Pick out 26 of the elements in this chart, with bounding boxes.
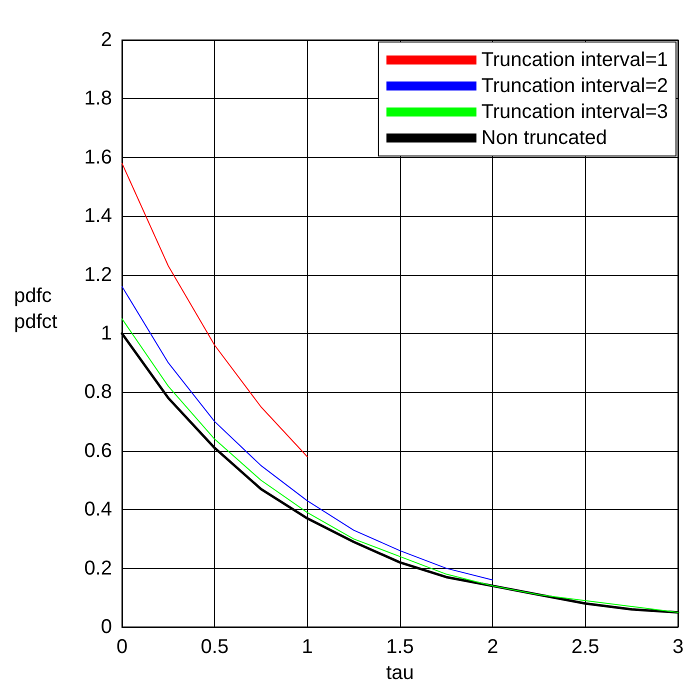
x-tick-label: 1.5 <box>386 636 414 658</box>
legend-label: Truncation interval=1 <box>481 49 668 71</box>
y-tick-label: 1.2 <box>84 264 112 286</box>
x-axis-title: tau <box>386 662 414 684</box>
line-series <box>122 286 494 581</box>
y-axis-title: pdfc pdfct <box>14 285 58 333</box>
y-tick-label: 1.6 <box>84 146 112 168</box>
x-tick-label: 0.5 <box>200 636 229 658</box>
legend-label: Truncation interval=3 <box>481 101 668 123</box>
x-tick-label: 0 <box>116 636 128 658</box>
y-tick-label: 1.8 <box>84 88 112 110</box>
legend-label: Truncation interval=2 <box>481 75 668 97</box>
x-tick-label: 2 <box>487 636 498 658</box>
y-tick-label: 0 <box>100 616 112 638</box>
line-series <box>122 162 308 458</box>
x-tick-label: 3 <box>672 636 684 658</box>
x-tick-label: 2.5 <box>571 636 600 658</box>
x-tick-label: 1 <box>302 636 313 658</box>
y-tick-label: 2 <box>100 29 112 51</box>
y-tick-label: 1 <box>100 322 112 344</box>
y-tick-label: 0.4 <box>84 498 112 521</box>
y-tick-label: 0.6 <box>84 440 112 462</box>
y-tick-label: 1.4 <box>84 205 112 228</box>
y-tick-label: 0.2 <box>84 557 112 580</box>
legend-label: Non truncated <box>481 127 608 149</box>
y-tick-label: 0.8 <box>84 381 112 404</box>
